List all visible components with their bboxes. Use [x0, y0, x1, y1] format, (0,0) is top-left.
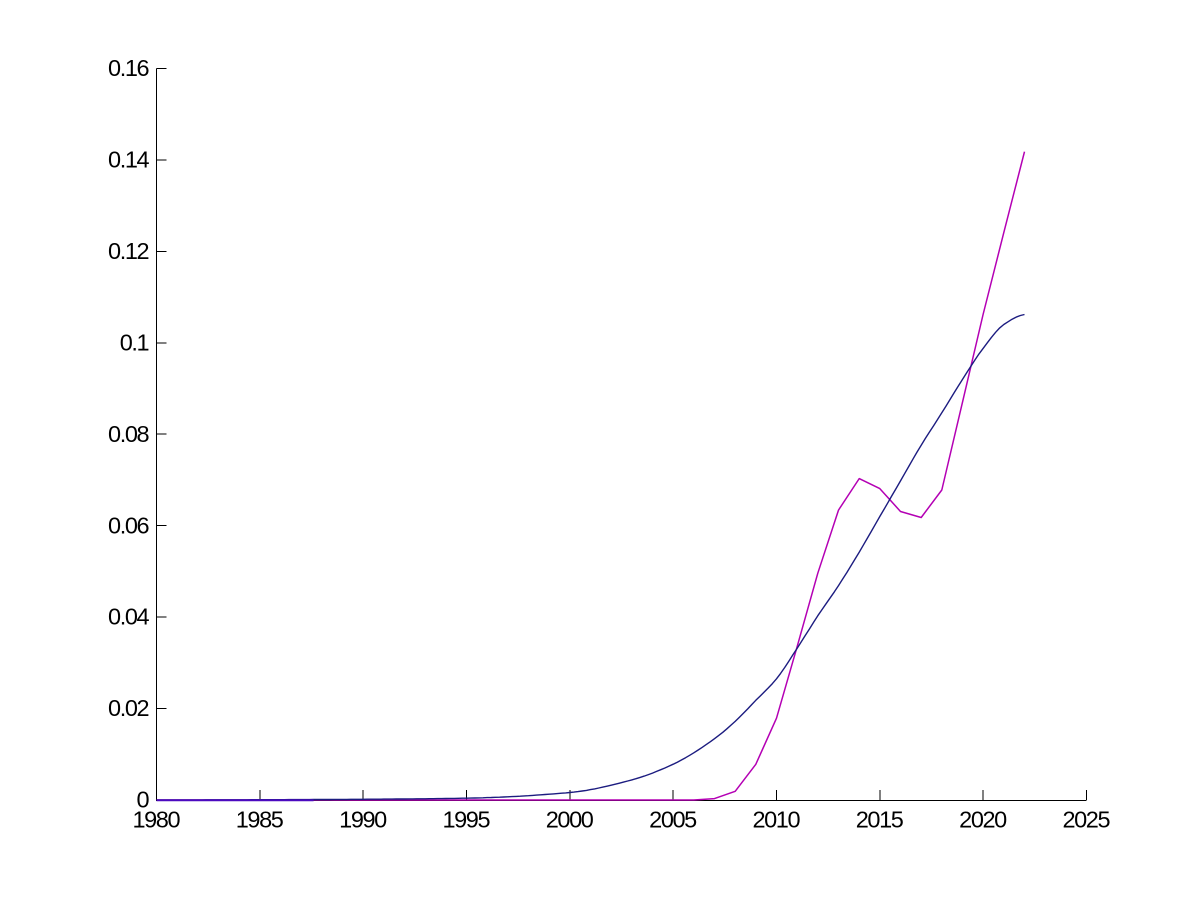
svg-text:2015: 2015 — [856, 807, 904, 833]
svg-text:0.12: 0.12 — [108, 238, 148, 264]
svg-text:2025: 2025 — [1062, 807, 1110, 833]
svg-text:2000: 2000 — [546, 807, 594, 833]
svg-text:0: 0 — [137, 787, 150, 813]
svg-text:1985: 1985 — [236, 807, 284, 833]
svg-text:0.04: 0.04 — [108, 604, 149, 630]
svg-text:0.08: 0.08 — [108, 421, 149, 447]
svg-text:2010: 2010 — [752, 807, 800, 833]
svg-text:2020: 2020 — [959, 807, 1007, 833]
svg-text:1995: 1995 — [442, 807, 490, 833]
svg-text:0.14: 0.14 — [108, 147, 149, 173]
svg-text:1990: 1990 — [339, 807, 387, 833]
svg-text:1980: 1980 — [132, 807, 180, 833]
svg-text:2005: 2005 — [649, 807, 697, 833]
svg-text:0.1: 0.1 — [120, 329, 149, 355]
svg-text:0.02: 0.02 — [108, 695, 148, 721]
svg-text:0.06: 0.06 — [108, 512, 149, 538]
svg-text:0.16: 0.16 — [108, 55, 149, 81]
